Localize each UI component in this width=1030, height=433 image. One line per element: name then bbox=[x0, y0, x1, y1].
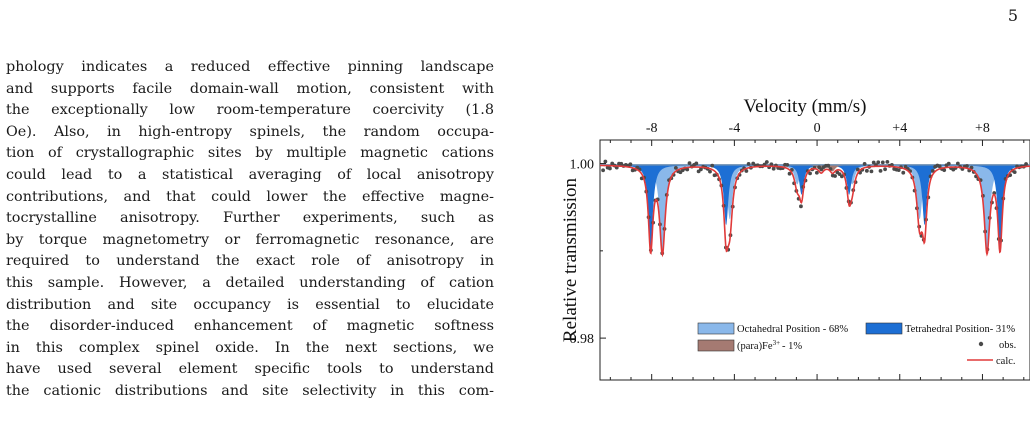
obs-point bbox=[896, 168, 901, 173]
obs-point bbox=[942, 168, 947, 173]
obs-point bbox=[746, 162, 751, 166]
obs-point bbox=[694, 161, 699, 166]
obs-point bbox=[799, 204, 803, 209]
obs-point bbox=[785, 162, 790, 167]
obs-point bbox=[687, 161, 692, 165]
obs-point bbox=[808, 171, 812, 176]
obs-point bbox=[883, 167, 887, 172]
obs-point bbox=[833, 174, 837, 178]
obs-point bbox=[871, 160, 876, 165]
x-tick-label: +4 bbox=[892, 121, 907, 136]
obs-point bbox=[876, 160, 881, 165]
paragraph-line: in this complex spinel oxide. In the nex… bbox=[6, 339, 494, 356]
page-number: 5 bbox=[1007, 6, 1018, 25]
obs-point bbox=[814, 170, 819, 175]
obs-point bbox=[601, 168, 605, 173]
obs-point bbox=[769, 162, 774, 167]
obs-point bbox=[901, 170, 906, 175]
obs-point bbox=[1024, 162, 1028, 166]
mossbauer-spectrum-chart: -8 -4 0 +4 +8 1.00 0.98 Velocity (mm/s) Relative… bbox=[560, 96, 1030, 381]
x-tick-label: 0 bbox=[814, 121, 821, 136]
obs-point bbox=[955, 161, 960, 166]
tetrahedral-subspectrum-area bbox=[600, 164, 1030, 247]
x-tick-label: +8 bbox=[975, 121, 990, 136]
y-tick-label: 0.98 bbox=[570, 332, 595, 347]
paragraph-line: by torque magnetometry or ferromagnetic … bbox=[6, 231, 494, 248]
body-paragraph: phology indicates a reduced effective pi… bbox=[6, 57, 494, 429]
paragraph-line: Oe). Also, in high-entropy spinels, the … bbox=[6, 123, 494, 140]
paragraph-line: could lead to a statistical averaging of… bbox=[6, 166, 494, 183]
paragraph-line: the cationic distributions and site sele… bbox=[6, 382, 494, 399]
obs-point bbox=[878, 168, 883, 173]
obs-point bbox=[708, 169, 712, 174]
paragraph-line: this sample. However, a detailed underst… bbox=[6, 274, 494, 291]
y-tick-label: 1.00 bbox=[570, 158, 595, 173]
x-tick-label: -8 bbox=[646, 121, 658, 136]
obs-point bbox=[869, 169, 874, 174]
legend-para-prefix: (para)Fe bbox=[737, 341, 773, 352]
paragraph-line: tion of crystallographic sites by multip… bbox=[6, 145, 494, 162]
obs-point bbox=[628, 162, 633, 167]
obs-point bbox=[685, 167, 690, 172]
legend-para-superscript: 3+ bbox=[773, 339, 781, 347]
legend-swatch-para-fe bbox=[697, 339, 735, 352]
paragraph-line: have used several element specific tools… bbox=[6, 361, 494, 378]
x-axis-title: Velocity (mm/s) bbox=[744, 96, 867, 117]
obs-point bbox=[1012, 170, 1017, 175]
plot-frame bbox=[599, 139, 1030, 381]
obs-point bbox=[862, 162, 867, 166]
obs-point bbox=[937, 164, 942, 169]
paragraph-line: tocrystalline anisotropy. Further experi… bbox=[6, 210, 494, 227]
paragraph-line: and supports facile domain-wall motion, … bbox=[6, 80, 494, 97]
obs-point bbox=[864, 168, 869, 173]
legend-marker-obs bbox=[978, 341, 984, 347]
legend-swatch-tetrahedral bbox=[865, 322, 903, 335]
legend-label-calc: calc. bbox=[996, 356, 1016, 367]
obs-point bbox=[744, 169, 749, 173]
mossbauer-figure: -8 -4 0 +4 +8 1.00 0.98 Velocity (mm/s) Relative… bbox=[530, 88, 1030, 429]
obs-point bbox=[965, 164, 969, 168]
paragraph-line: distribution and site occupancy is essen… bbox=[6, 296, 494, 313]
obs-point bbox=[673, 166, 678, 170]
legend-label-tetrahedral: Tetrahedral Position- 31% bbox=[905, 324, 1015, 335]
paragraph-line: the disorder-induced enhancement of magn… bbox=[6, 318, 494, 335]
y-axis-title: Relative transmission bbox=[560, 177, 581, 342]
paragraph-line: contributions, and that could lower the … bbox=[6, 188, 494, 205]
obs-point bbox=[946, 161, 951, 166]
obs-point bbox=[826, 163, 831, 168]
paragraph-line: required to understand the exact role of… bbox=[6, 253, 494, 270]
paragraph-line: the exceptionally low room-temperature c… bbox=[6, 102, 494, 119]
legend-label-para-fe: (para)Fe3+ - 1% bbox=[737, 339, 802, 352]
paragraph-line: phology indicates a reduced effective pi… bbox=[6, 59, 494, 75]
obs-point bbox=[880, 160, 885, 165]
obs-point bbox=[771, 166, 776, 171]
obs-point bbox=[764, 160, 769, 164]
legend-label-octahedral: Octahedral Position - 68% bbox=[737, 324, 848, 335]
obs-point bbox=[762, 162, 767, 167]
x-tick-label: -4 bbox=[729, 121, 741, 136]
obs-point bbox=[603, 159, 608, 164]
obs-point bbox=[710, 163, 715, 168]
legend-swatch-octahedral bbox=[697, 322, 735, 335]
legend-para-suffix: - 1% bbox=[782, 341, 802, 352]
calc-curve bbox=[600, 164, 1030, 258]
obs-point bbox=[885, 159, 890, 164]
obs-point bbox=[787, 171, 792, 176]
obs-point bbox=[698, 167, 703, 172]
obs-point bbox=[608, 166, 612, 171]
legend-label-obs: obs. bbox=[999, 340, 1016, 351]
